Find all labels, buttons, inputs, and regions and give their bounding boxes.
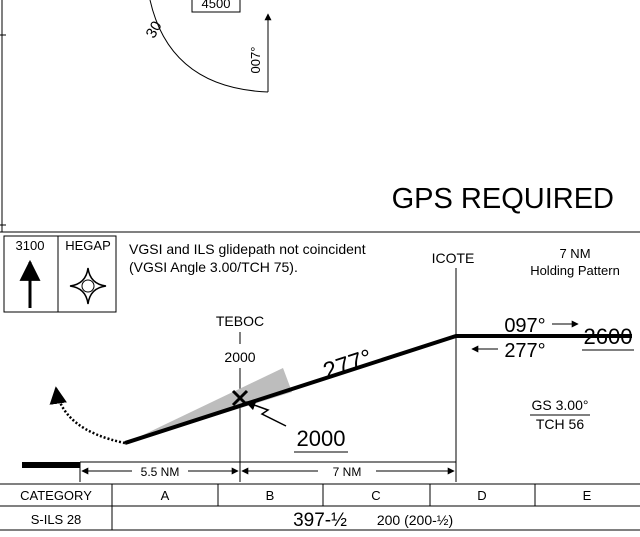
row-label: S-ILS 28 — [31, 512, 82, 527]
header-cell: E — [583, 488, 592, 503]
note-line: (VGSI Angle 3.00/TCH 75). — [129, 259, 298, 275]
altitude-box — [191, 0, 241, 13]
msa-box — [3, 235, 117, 313]
header-cell: D — [477, 488, 486, 503]
gs-altitude: 2000 — [297, 426, 346, 451]
header-cell: C — [371, 488, 380, 503]
pointer — [245, 400, 287, 427]
teboc-altitude: 2000 — [224, 349, 255, 365]
fix-cross — [231, 389, 249, 407]
icote-label: ICOTE — [432, 250, 475, 266]
header-cell: B — [266, 488, 275, 503]
height-above-touchdown: 200 (200-½) — [377, 512, 453, 528]
header-cell: A — [161, 488, 170, 503]
distance-label: 7 NM — [333, 465, 362, 479]
notice: GPS REQUIRED — [392, 183, 614, 215]
vgsi-wedge — [122, 368, 292, 445]
missed-approach — [49, 386, 126, 445]
hold-altitude: 2600 — [584, 324, 633, 349]
holding-text: 7 NM — [559, 246, 590, 261]
hold-outbound: 097° — [504, 315, 545, 337]
glidepath — [124, 334, 632, 445]
fix-symbol — [69, 267, 107, 305]
note-line: VGSI and ILS glidepath not coincident — [129, 241, 366, 257]
holding-text: Holding Pattern — [530, 263, 620, 278]
gs-angle: GS 3.00° — [532, 397, 589, 413]
profile-view: 3100 HEGAP VGSI and ILS glidepath not co… — [3, 235, 634, 482]
header-cell: CATEGORY — [20, 488, 92, 503]
fix-symbol-center — [81, 279, 95, 293]
inbound-course: 277° — [320, 344, 376, 385]
altitude-text: 4500 — [202, 0, 231, 11]
course-label: 007° — [248, 47, 263, 74]
decision-altitude: 397-½ — [293, 510, 347, 531]
hold-inbound: 277° — [504, 340, 545, 362]
fix-name: HEGAP — [65, 238, 111, 253]
minimums-table: CATEGORY A B C D E S-ILS 28 397-½ 200 (2… — [0, 483, 640, 531]
radial-label: 30 — [143, 18, 166, 41]
dme-arc — [149, 0, 269, 93]
tch: TCH 56 — [536, 416, 584, 432]
distance-label: 5.5 NM — [141, 465, 180, 479]
plan-view: 4500 30 007° GPS REQUIRED — [0, 0, 614, 232]
msa-text: 3100 — [16, 238, 45, 253]
teboc-label: TEBOC — [216, 313, 264, 329]
